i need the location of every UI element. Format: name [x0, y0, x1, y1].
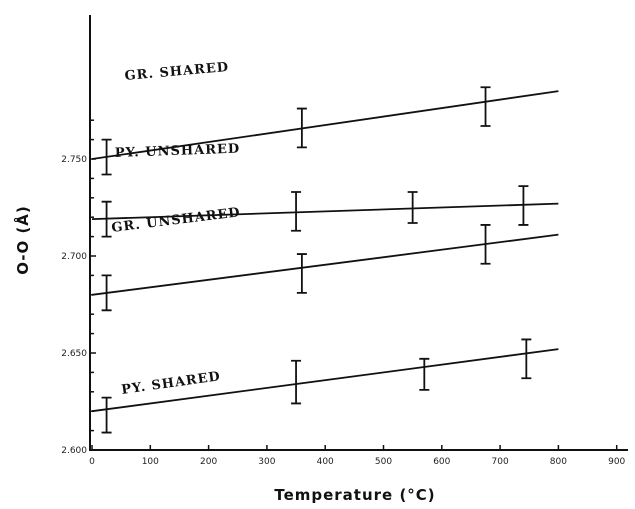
error-bar — [291, 191, 302, 232]
series-4: PY. SHARED — [91, 338, 559, 434]
fit-line — [91, 90, 559, 160]
series-label: GR. UNSHARED — [111, 205, 242, 236]
y-tick-label: 2.750 — [61, 155, 87, 165]
error-bar — [101, 274, 112, 312]
error-bar — [296, 107, 307, 149]
error-bar — [518, 185, 529, 226]
x-tick-label: 300 — [258, 457, 275, 467]
x-tick-label: 400 — [317, 457, 334, 467]
x-tick-label: 200 — [200, 457, 217, 467]
y-tick-label: 2.650 — [61, 349, 87, 359]
y-axis-label: O-O (Å) — [13, 205, 32, 275]
x-axis-label: Temperature (°C) — [274, 486, 435, 504]
x-tick-label: 500 — [375, 457, 392, 467]
series-label: GR. SHARED — [124, 60, 230, 84]
error-bar — [101, 200, 112, 238]
x-tick-label: 100 — [142, 457, 159, 467]
error-bar — [407, 191, 418, 224]
error-bar — [419, 357, 430, 391]
y-tick-label: 2.600 — [61, 446, 87, 456]
axes: 0 100 200 300 400 500 600 700 800 900 2.600 2.650 2.… — [61, 15, 628, 467]
series-3: GR. UNSHARED — [91, 205, 559, 312]
y-tick-label: 2.700 — [61, 252, 87, 262]
fit-line — [91, 202, 559, 221]
error-bar — [480, 224, 491, 265]
error-bar — [521, 338, 532, 380]
error-bar — [101, 396, 112, 434]
plot-area: GR. SHARED PY. UNSHARED GR. UNSHARED PY. SH… — [91, 60, 559, 434]
series-label: PY. UNSHARED — [115, 142, 241, 161]
fit-line — [91, 233, 559, 296]
error-bar — [291, 359, 302, 405]
series-label: PY. SHARED — [120, 369, 221, 398]
x-tick-label: 800 — [550, 457, 567, 467]
error-bar — [101, 138, 112, 176]
fit-line — [91, 348, 559, 413]
x-tick-label: 900 — [608, 457, 625, 467]
x-tick-label: 700 — [492, 457, 509, 467]
x-tick-label: 0 — [89, 457, 95, 467]
error-bar — [296, 253, 307, 294]
x-tick-label: 600 — [433, 457, 450, 467]
error-bar — [480, 86, 491, 127]
series-2: PY. UNSHARED — [91, 142, 559, 238]
